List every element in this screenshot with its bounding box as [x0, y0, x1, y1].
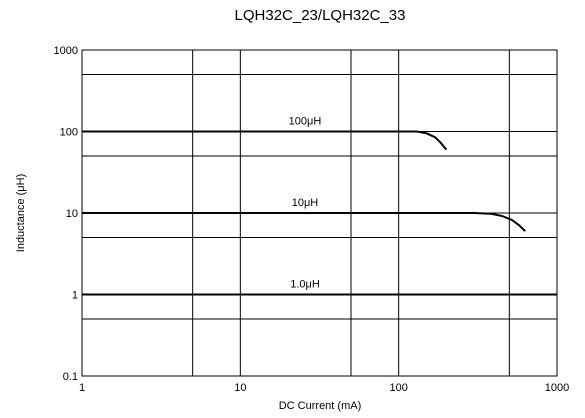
chart-title: LQH32C_23/LQH32C_33: [235, 7, 406, 24]
series-layer: 100μH 10μH 1.0μH: [82, 116, 557, 296]
y-tick-label: 100: [60, 127, 78, 139]
y-tick-label: 0.1: [63, 371, 78, 383]
series-label: 100μH: [289, 116, 322, 128]
x-axis-label: DC Current (mA): [279, 400, 362, 412]
series-label: 10μH: [292, 197, 319, 209]
series-label: 1.0μH: [290, 279, 320, 291]
x-tick-label: 1: [79, 382, 85, 394]
x-tick-label: 100: [389, 382, 407, 394]
x-tick-label: 1000: [545, 382, 569, 394]
x-tick-label: 10: [234, 382, 246, 394]
y-tick-label: 1: [72, 290, 78, 302]
y-axis-label: Inductance (μH): [15, 174, 27, 252]
y-tick-label: 10: [66, 208, 78, 220]
series-line: [82, 212, 526, 232]
series-line: [82, 130, 448, 151]
y-tick-label: 1000: [54, 45, 78, 57]
